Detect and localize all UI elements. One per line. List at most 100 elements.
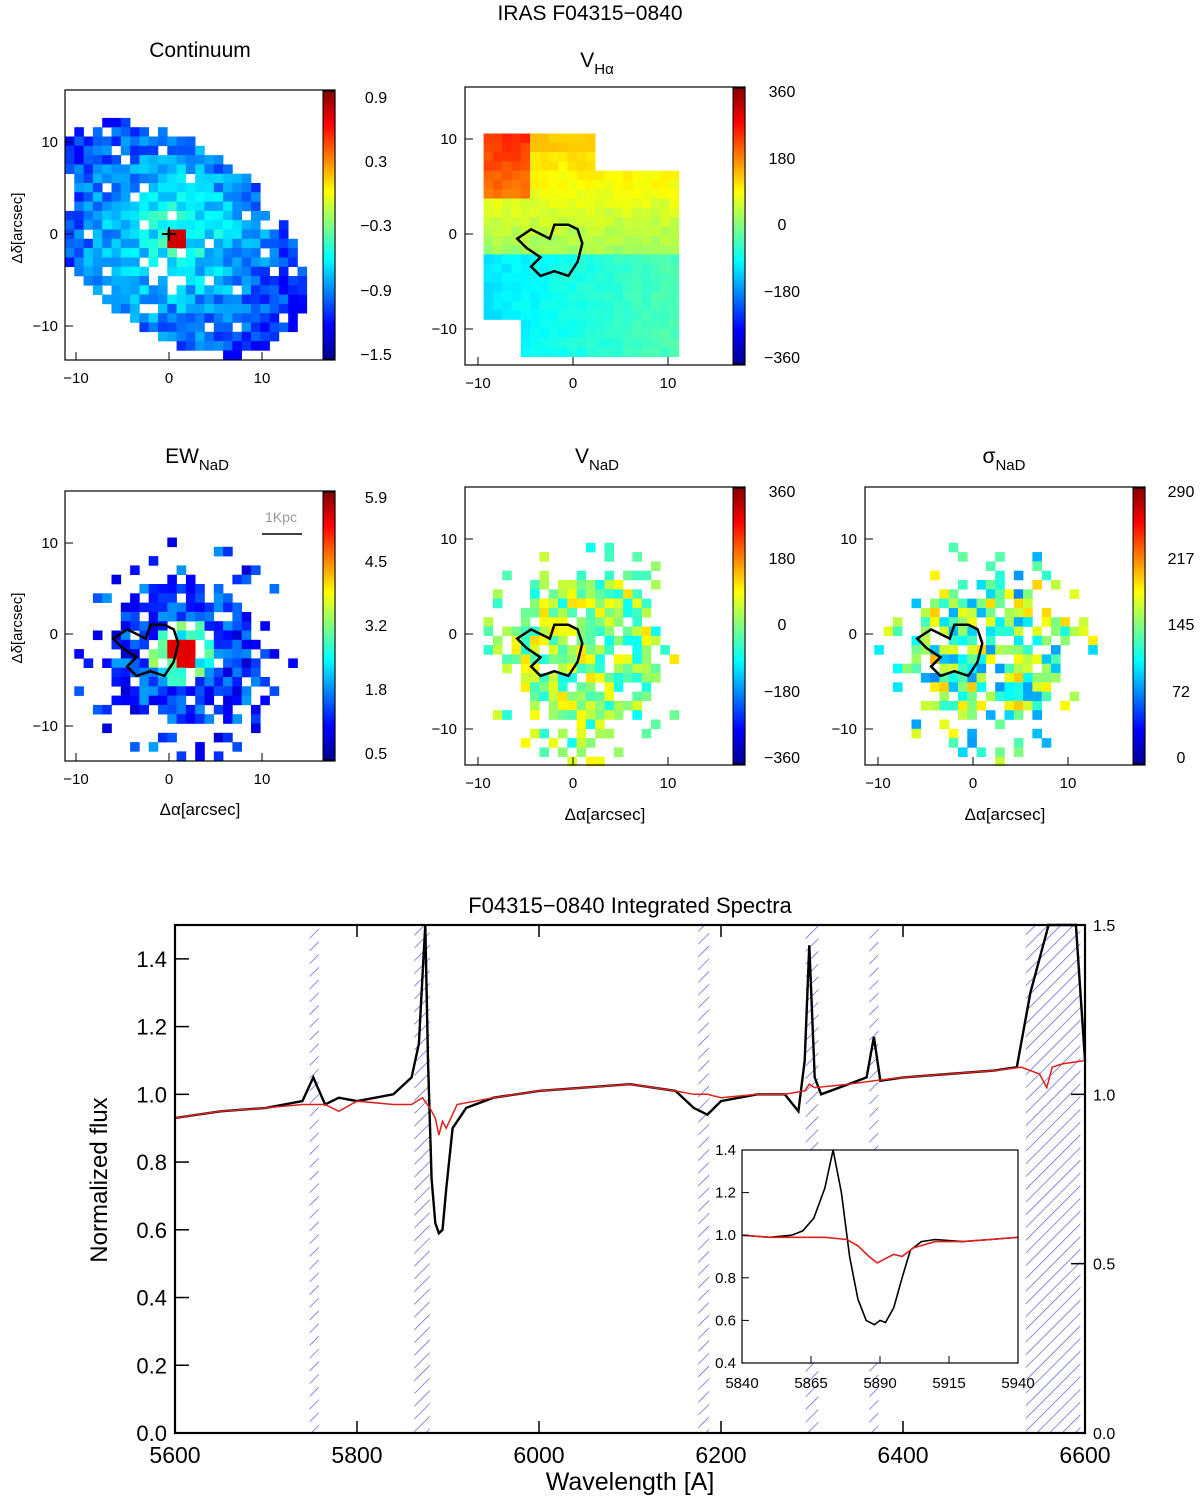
map-pixel bbox=[1032, 691, 1042, 702]
colorbar-tick: −1.5 bbox=[360, 347, 392, 364]
map-pixel bbox=[595, 700, 605, 711]
map-pixel bbox=[558, 319, 568, 330]
map-pixel bbox=[604, 552, 615, 562]
map-pixel bbox=[530, 645, 540, 655]
map-pixel bbox=[958, 607, 968, 618]
map-pixel bbox=[595, 607, 605, 618]
map-pixel bbox=[223, 294, 233, 305]
map-pixel bbox=[967, 607, 977, 618]
map-pixel bbox=[176, 667, 187, 678]
map-pixel bbox=[185, 248, 196, 258]
map-pixel bbox=[511, 282, 522, 292]
map-pixel bbox=[585, 263, 596, 274]
map-pixel bbox=[660, 189, 670, 199]
map-pixel bbox=[204, 313, 215, 323]
map-pixel bbox=[530, 728, 540, 739]
map-pixel bbox=[130, 136, 140, 147]
map-pixel bbox=[502, 310, 512, 320]
map-pixel bbox=[632, 626, 642, 637]
map-pixel bbox=[604, 310, 615, 320]
map-pixel bbox=[185, 266, 196, 277]
map-pixel bbox=[204, 155, 215, 165]
map-pixel bbox=[167, 201, 177, 212]
y-tick-label: 0.4 bbox=[136, 1286, 167, 1311]
map-pixel bbox=[241, 192, 252, 202]
map-pixel bbox=[232, 248, 242, 258]
inset-y-tick-label: 1.0 bbox=[715, 1227, 736, 1244]
map-pixel bbox=[585, 152, 596, 162]
colorbar-tick: 0.3 bbox=[365, 154, 387, 171]
map-pixel bbox=[911, 645, 922, 655]
map-pixel bbox=[260, 229, 270, 240]
map-pixel bbox=[130, 602, 140, 613]
x-tick: 10 bbox=[254, 771, 271, 788]
map-pixel bbox=[520, 217, 531, 227]
colorbar-tick: −0.9 bbox=[360, 283, 392, 300]
y-tick: 10 bbox=[440, 131, 457, 148]
map-pixel bbox=[120, 639, 131, 650]
map-pixel bbox=[530, 170, 540, 181]
map-pixel bbox=[83, 257, 94, 267]
map-pixel bbox=[278, 285, 289, 295]
map-pixel bbox=[195, 630, 205, 641]
map-pixel bbox=[502, 300, 512, 311]
map-pixel bbox=[632, 338, 642, 348]
map-pixel bbox=[520, 263, 531, 274]
map-pixel bbox=[241, 331, 252, 342]
x-tick: 0 bbox=[165, 370, 173, 387]
map-pixel bbox=[176, 714, 187, 724]
map-pixel bbox=[232, 238, 242, 249]
map-pixel bbox=[213, 276, 224, 286]
map-pixel bbox=[158, 695, 168, 706]
map-pixel bbox=[251, 341, 261, 351]
colorbar bbox=[1132, 487, 1146, 765]
map-pixel bbox=[511, 217, 522, 227]
map-pixel bbox=[130, 201, 140, 212]
map-pixel bbox=[111, 127, 122, 137]
map-pixel bbox=[241, 639, 252, 650]
map-pixel bbox=[558, 700, 568, 711]
map-pixel bbox=[185, 192, 196, 202]
map-pixel bbox=[232, 257, 242, 267]
map-pixel bbox=[539, 654, 549, 664]
map-pixel bbox=[576, 626, 587, 637]
map-pixel bbox=[995, 747, 1005, 757]
map-pixel bbox=[604, 347, 615, 357]
map-pixel bbox=[139, 201, 149, 212]
map-pixel bbox=[111, 248, 122, 258]
map-pixel bbox=[548, 607, 559, 618]
map-pixel bbox=[1060, 635, 1070, 646]
map-pixel bbox=[930, 700, 940, 711]
map-pixel bbox=[548, 738, 559, 748]
map-pixel bbox=[1023, 663, 1033, 674]
map-pixel bbox=[641, 626, 652, 637]
map-pixel bbox=[585, 617, 596, 627]
map-pixel bbox=[492, 226, 503, 237]
map-pixel bbox=[558, 589, 568, 599]
colorbar-tick: 5.9 bbox=[365, 490, 387, 507]
map-pixel bbox=[158, 285, 168, 295]
map-pixel bbox=[251, 210, 261, 221]
map-pixel bbox=[948, 738, 959, 748]
map-pixel bbox=[251, 714, 261, 724]
map-pixel bbox=[595, 282, 605, 292]
map-pixel bbox=[167, 649, 177, 659]
map-pixel bbox=[585, 180, 596, 190]
map-pixel bbox=[641, 263, 652, 274]
map-pixel bbox=[511, 152, 522, 162]
map-pixel bbox=[539, 291, 549, 302]
map-pixel bbox=[176, 649, 187, 659]
map-pixel bbox=[585, 635, 596, 646]
map-pixel bbox=[483, 180, 494, 190]
map-pixel bbox=[530, 217, 540, 227]
map-pixel bbox=[1032, 700, 1042, 711]
map-pixel bbox=[158, 238, 168, 249]
map-pixel bbox=[130, 164, 140, 174]
map-pixel bbox=[176, 639, 187, 650]
map-pixel bbox=[641, 170, 652, 181]
map-pixel bbox=[930, 645, 940, 655]
map-pixel bbox=[176, 136, 187, 147]
map-pixel bbox=[139, 294, 149, 305]
map-pixel bbox=[585, 626, 596, 637]
map-pixel bbox=[520, 347, 531, 357]
